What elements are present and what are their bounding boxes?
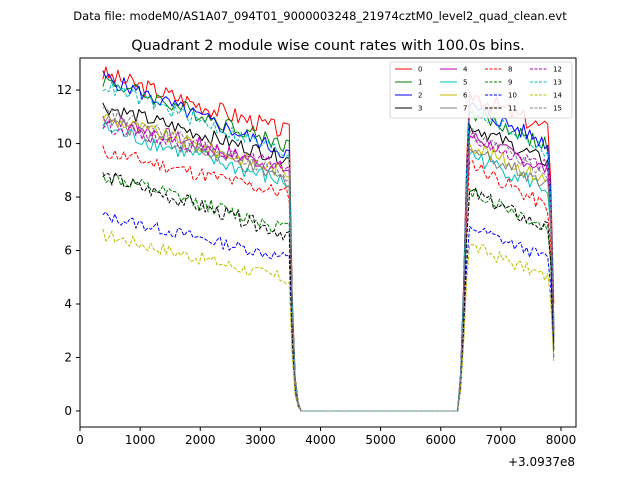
x-tick-label: 6000: [425, 433, 456, 447]
x-tick-label: 0: [76, 433, 84, 447]
y-tick-label: 2: [64, 350, 72, 364]
x-tick-label: 5000: [365, 433, 396, 447]
legend-label-6: 6: [463, 92, 468, 100]
x-tick-label: 7000: [486, 433, 517, 447]
y-tick-label: 0: [64, 404, 72, 418]
legend-label-9: 9: [508, 79, 512, 87]
x-offset-label: +3.0937e8: [508, 455, 575, 469]
series-line-9: [102, 171, 555, 412]
y-tick-label: 4: [64, 297, 72, 311]
y-axis: 0 2 4 6 8 10 12: [57, 83, 80, 418]
x-tick-label: 8000: [546, 433, 577, 447]
legend-label-2: 2: [418, 92, 422, 100]
legend-label-3: 3: [418, 105, 422, 113]
x-axis: 0 1000 2000 3000 4000 5000 6000 7000 8000: [76, 427, 576, 447]
legend-label-1: 1: [418, 79, 422, 87]
y-tick-label: 8: [64, 190, 72, 204]
x-tick-label: 3000: [245, 433, 276, 447]
x-tick-label: 1000: [125, 433, 156, 447]
legend-label-13: 13: [553, 79, 562, 87]
legend-label-7: 7: [463, 105, 467, 113]
figure-suptitle: Data file: modeM0/AS1A07_094T01_90000032…: [73, 9, 567, 23]
y-tick-label: 10: [57, 137, 72, 151]
series-line-10: [102, 211, 555, 412]
series-layer: [102, 66, 555, 412]
legend-frame: [389, 61, 573, 119]
legend-label-15: 15: [553, 105, 562, 113]
legend-label-5: 5: [463, 79, 467, 87]
legend-label-10: 10: [508, 92, 517, 100]
legend-label-0: 0: [418, 66, 422, 74]
chart-title: Quadrant 2 module wise count rates with …: [131, 38, 525, 54]
plot-frame: [79, 57, 577, 428]
legend-label-8: 8: [508, 66, 512, 74]
series-line-11: [102, 172, 555, 412]
y-tick-label: 6: [64, 244, 72, 258]
legend-label-14: 14: [553, 92, 562, 100]
legend-label-12: 12: [553, 66, 562, 74]
legend-label-11: 11: [508, 105, 517, 113]
y-tick-label: 12: [57, 83, 72, 97]
series-line-15: [102, 106, 555, 412]
legend-label-4: 4: [463, 66, 468, 74]
x-tick-label: 4000: [305, 433, 336, 447]
x-tick-label: 2000: [185, 433, 216, 447]
